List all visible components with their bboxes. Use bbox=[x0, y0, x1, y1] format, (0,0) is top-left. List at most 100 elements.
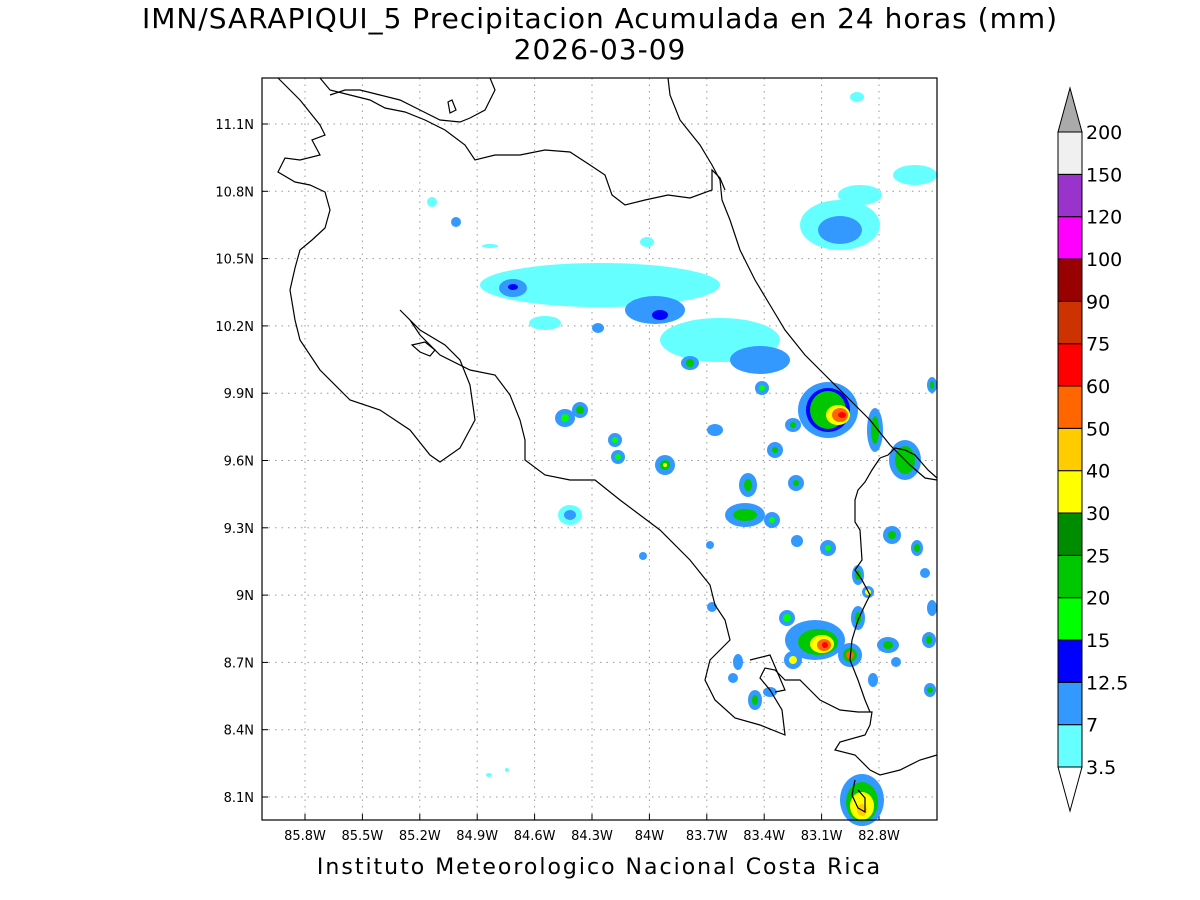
lon-tick-label: 85.8W bbox=[284, 829, 326, 844]
colorbar-label: 150 bbox=[1086, 164, 1122, 186]
map-date: 2026-03-09 bbox=[513, 33, 687, 66]
coast-segment bbox=[879, 447, 938, 479]
precip-cell bbox=[759, 385, 765, 391]
colorbar-box bbox=[1057, 427, 1083, 472]
colorbar-label: 60 bbox=[1086, 376, 1110, 398]
colorbar-box bbox=[1057, 131, 1083, 175]
precip-cell bbox=[752, 695, 758, 705]
lon-tick-label: 85.5W bbox=[341, 829, 383, 844]
colorbar-label: 50 bbox=[1086, 418, 1110, 440]
coast-segment bbox=[851, 779, 866, 814]
precip-cell bbox=[564, 510, 576, 520]
lat-tick-label: 10.8N bbox=[215, 185, 254, 200]
precip-cell bbox=[855, 612, 861, 624]
precip-cell bbox=[763, 687, 777, 697]
precip-cell bbox=[482, 244, 498, 248]
precip-cell bbox=[783, 614, 791, 622]
precipitation-layer bbox=[427, 92, 937, 826]
precip-cell bbox=[891, 657, 901, 667]
precip-cell bbox=[789, 656, 797, 664]
colorbar-label: 7 bbox=[1086, 715, 1098, 737]
precip-cell bbox=[730, 346, 790, 374]
colorbar-box bbox=[1057, 597, 1083, 641]
lat-tick-label: 9.6N bbox=[224, 455, 254, 470]
lon-tick-label: 84.6W bbox=[514, 829, 556, 844]
colorbar-box bbox=[1057, 258, 1083, 302]
colorbar: 3.5 7 12.5 15 20 25 30 40 50 60 75 90 100 120 150 200 bbox=[1057, 86, 1128, 813]
island-outline bbox=[447, 99, 457, 114]
precip-cell bbox=[838, 412, 846, 418]
colorbar-box bbox=[1057, 470, 1083, 514]
precip-cell bbox=[744, 479, 752, 491]
precip-cell bbox=[686, 359, 694, 367]
colorbar-box bbox=[1057, 173, 1083, 218]
lake-nicaragua-shore bbox=[329, 77, 496, 123]
colorbar-box bbox=[1057, 724, 1083, 768]
precip-cell bbox=[640, 237, 654, 247]
colorbar-label: 15 bbox=[1086, 630, 1110, 652]
map-title: IMN/SARAPIQUI_5 Precipitacion Acumulada … bbox=[141, 2, 1059, 35]
precip-cell bbox=[790, 422, 796, 428]
colorbar-label: 12.5 bbox=[1086, 672, 1128, 694]
precip-cell bbox=[772, 447, 778, 453]
colorbar-label: 90 bbox=[1086, 291, 1110, 313]
colorbar-labels: 3.5 7 12.5 15 20 25 30 40 50 60 75 90 100 120 150 200 bbox=[1086, 122, 1128, 779]
colorbar-box bbox=[1057, 639, 1083, 683]
colorbar-label: 3.5 bbox=[1086, 757, 1116, 779]
precip-cell bbox=[822, 642, 828, 648]
colorbar-box bbox=[1057, 554, 1083, 599]
precip-cell bbox=[920, 568, 930, 578]
precip-cell bbox=[480, 263, 720, 307]
lat-tick-label: 10.5N bbox=[215, 253, 254, 268]
precip-cell bbox=[838, 185, 882, 205]
coast-segment bbox=[749, 654, 786, 693]
precip-cell bbox=[930, 381, 934, 389]
colorbar-max-arrow bbox=[1057, 86, 1083, 133]
precip-cell bbox=[769, 517, 775, 523]
colorbar-label: 120 bbox=[1086, 207, 1122, 229]
precip-cell bbox=[615, 454, 621, 460]
lat-tick-label: 9N bbox=[236, 589, 254, 604]
colorbar-label: 200 bbox=[1086, 122, 1122, 144]
precip-cell bbox=[883, 641, 893, 649]
precip-cell bbox=[914, 544, 920, 552]
precip-cell bbox=[486, 773, 492, 777]
precip-cell bbox=[927, 687, 933, 693]
precip-cell bbox=[652, 310, 668, 320]
lon-tick-label: 82.8W bbox=[858, 829, 900, 844]
panama-border bbox=[849, 457, 881, 713]
lat-tick-label: 8.1N bbox=[224, 791, 254, 806]
precip-cell bbox=[451, 217, 461, 227]
pacific-coastline bbox=[277, 77, 938, 776]
colorbar-box bbox=[1057, 681, 1083, 726]
precip-cell bbox=[706, 541, 714, 549]
precip-cell bbox=[926, 636, 932, 644]
colorbar-label: 25 bbox=[1086, 545, 1110, 567]
lon-tick-label: 84W bbox=[635, 829, 665, 844]
precip-cell bbox=[927, 600, 937, 616]
precip-cell bbox=[707, 602, 717, 612]
colorbar-box bbox=[1057, 343, 1083, 387]
precip-cell bbox=[639, 552, 647, 560]
precip-cell bbox=[791, 535, 803, 547]
island-outline bbox=[410, 341, 436, 357]
colorbar-label: 30 bbox=[1086, 503, 1110, 525]
colorbar-label: 75 bbox=[1086, 334, 1110, 356]
colorbar-min-arrow bbox=[1057, 766, 1083, 813]
colorbar-box bbox=[1057, 216, 1083, 260]
colorbar-label: 100 bbox=[1086, 249, 1122, 271]
lat-tick-label: 8.7N bbox=[224, 656, 254, 671]
lon-tick-label: 84.9W bbox=[456, 829, 498, 844]
coastline-layer bbox=[277, 77, 938, 814]
colorbar-box bbox=[1057, 300, 1083, 345]
colorbar-label: 20 bbox=[1086, 588, 1110, 610]
precip-cell bbox=[733, 509, 757, 521]
precip-cell bbox=[612, 437, 618, 443]
precip-cell bbox=[508, 284, 518, 290]
lon-tick-label: 83.4W bbox=[743, 829, 785, 844]
colorbar-box bbox=[1057, 385, 1083, 429]
colorbar-box bbox=[1057, 512, 1083, 556]
precip-cell bbox=[728, 673, 738, 683]
map-gridlines bbox=[262, 78, 937, 820]
